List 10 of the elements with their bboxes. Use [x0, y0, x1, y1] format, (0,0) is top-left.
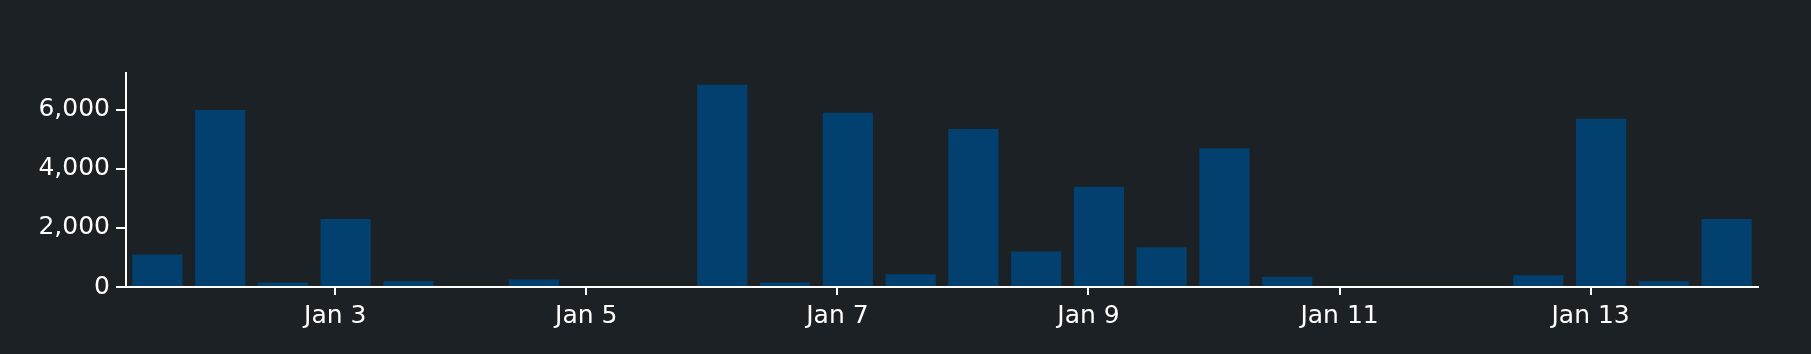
x-tick-label: Jan 3 — [302, 299, 367, 329]
x-tick-label: Jan 13 — [1549, 299, 1630, 329]
x-tick-label: Jan 9 — [1055, 299, 1120, 329]
y-tick-label: 2,000 — [38, 211, 110, 241]
y-tick-label: 0 — [94, 270, 110, 300]
x-tick-label: Jan 7 — [804, 299, 869, 329]
x-tick-label: Jan 11 — [1298, 299, 1379, 329]
y-tick-label: 4,000 — [38, 152, 110, 182]
y-tick-label: 6,000 — [38, 93, 110, 123]
x-tick-label: Jan 5 — [553, 299, 618, 329]
